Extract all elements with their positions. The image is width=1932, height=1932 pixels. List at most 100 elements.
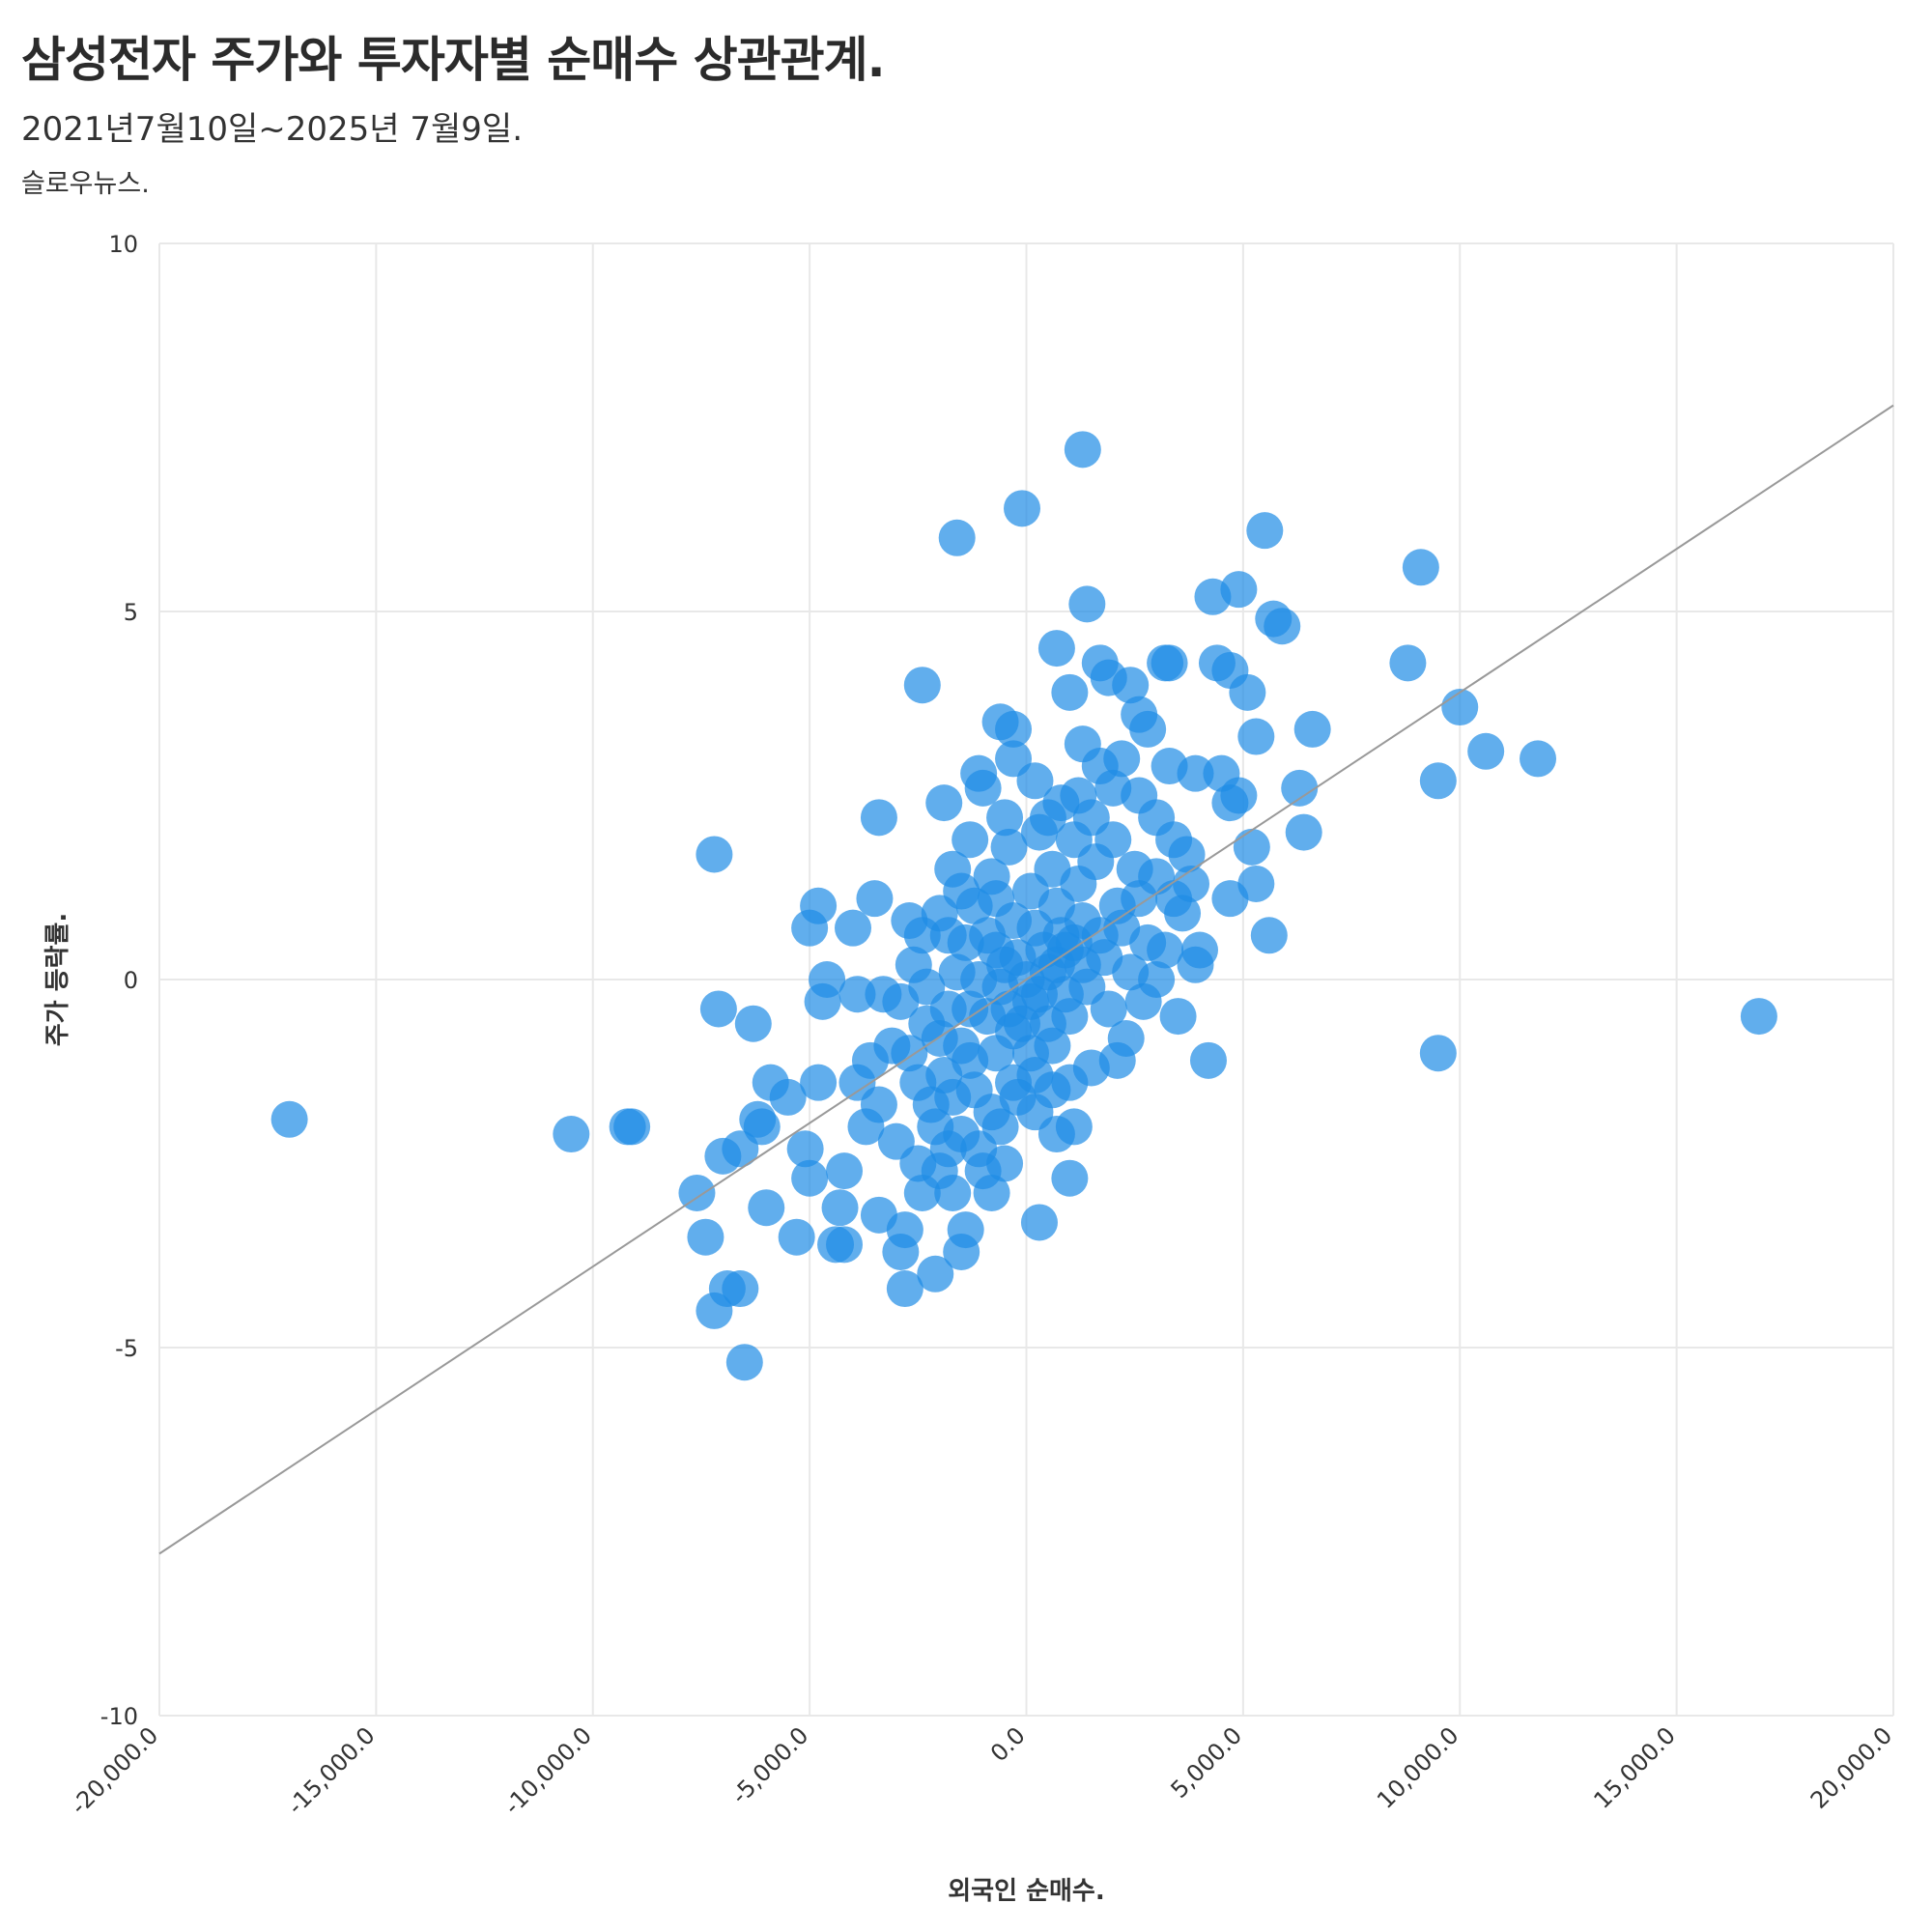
scatter-point [938,519,976,556]
scatter-point [699,990,737,1028]
x-tick-label: 5,000.0 [1166,1721,1248,1804]
scatter-point [1281,769,1319,807]
scatter-point [1402,549,1439,586]
scatter-point [838,976,876,1013]
scatter-point [856,880,894,918]
scatter-point [696,1292,733,1329]
trendline [158,404,1894,1555]
scatter-point [934,1078,972,1116]
x-tick-label: -15,000.0 [282,1721,381,1820]
scatter-point [1124,982,1162,1020]
scatter-point [1112,667,1150,704]
scatter-point [678,1174,716,1211]
scatter-point [704,1137,742,1175]
scatter-point [986,946,1024,983]
scatter-point [903,667,941,704]
scatter-point [1441,689,1479,726]
scatter-point [1151,644,1188,682]
scatter-point [1211,880,1249,918]
scatter-point [1419,1035,1457,1072]
scatter-point [1004,490,1041,527]
x-tick-label: -20,000.0 [66,1721,164,1820]
scatter-point [1129,710,1167,748]
scatter-point [1220,571,1258,609]
scatter-point [947,1211,984,1249]
scatter-point [1285,813,1322,851]
scatter-point [1389,644,1427,682]
scatter-point [929,1130,967,1168]
scatter-point [1237,718,1275,755]
scatter-point [1051,1159,1089,1197]
scatter-point [553,1116,590,1153]
scatter-point [696,836,733,873]
scatter-point [886,1270,923,1308]
scatter-point [1293,710,1331,748]
scatter-point [1159,998,1197,1036]
scatter-point [1037,630,1075,668]
scatter-point [1107,1019,1145,1057]
scatter-point [835,909,871,947]
scatter-point [973,1094,1010,1131]
scatter-point [952,1041,989,1079]
scatter-point [1060,777,1097,814]
x-tick-label: 15,000.0 [1588,1721,1680,1813]
y-tick-label: -5 [115,1335,138,1362]
scatter-point [1094,769,1132,807]
scatter-point [786,1130,824,1168]
scatter-point [1112,953,1150,991]
scatter-point [964,1152,1002,1190]
chart-subtitle: 2021년7월10일~2025년 7월9일. [21,110,523,149]
scatter-point [791,909,829,947]
scatter-point [1419,762,1457,800]
chart-source: 슬로우뉴스. [21,169,150,199]
scatter-point [952,821,989,859]
scatter-point [748,1189,785,1227]
scatter-point [270,1100,308,1138]
scatter-point [1055,923,1093,961]
scatter-point [1055,821,1093,859]
scatter-point [769,1078,807,1116]
y-tick-label: 10 [108,231,138,258]
scatter-point [1246,512,1284,550]
scatter-point [1181,931,1218,969]
scatter-point [908,1005,946,1042]
scatter-point [903,1174,941,1211]
scatter-point [1129,923,1167,961]
x-tick-label: -10,000.0 [498,1721,597,1820]
scatter-point [1098,887,1136,924]
scatter-point [1220,777,1258,814]
scatter-point [734,1005,772,1042]
scatter-point [1064,725,1101,763]
scatter-point [778,1218,815,1256]
data-points [270,431,1777,1381]
scatter-point [687,1218,724,1256]
scatter-point [800,1064,838,1101]
scatter-point [990,828,1028,866]
scatter-point [1020,976,1058,1013]
scatter-point [1520,740,1557,778]
scatter-point [1064,431,1101,469]
scatter-point [917,1255,954,1293]
scatter-point [722,1270,759,1308]
scatter-point [1233,828,1270,866]
scatter-point [1051,673,1089,711]
scatter-point [826,1152,864,1190]
y-axis-title: 주가 등락률. [43,913,72,1047]
scatter-point [899,1064,937,1101]
scatter-point [1264,608,1301,645]
scatter-point [1090,990,1127,1028]
scatter-point [804,982,841,1020]
scatter-point [995,710,1033,748]
scatter-point [964,769,1002,807]
scatter-point [882,982,920,1020]
scatter-point [826,1226,864,1264]
scatter-point [986,799,1024,837]
scatter-point [969,917,1007,954]
scatter-point [1029,799,1066,837]
scatter-point [1740,998,1777,1036]
y-tick-label: 0 [124,967,138,994]
scatter-point [1189,1041,1227,1079]
scatter-point [978,880,1015,918]
scatter-point [1229,673,1266,711]
scatter-point [1016,762,1054,800]
